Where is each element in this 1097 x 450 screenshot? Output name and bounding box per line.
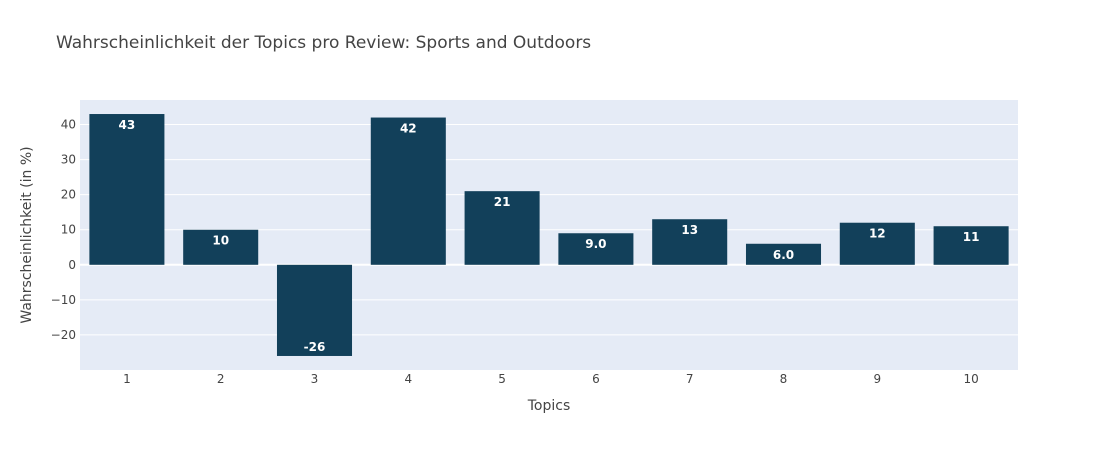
bar bbox=[839, 222, 915, 265]
bar bbox=[745, 243, 822, 265]
y-tick-label: 30 bbox=[61, 153, 76, 167]
bar bbox=[464, 191, 540, 265]
y-tick-label: −10 bbox=[51, 293, 76, 307]
x-tick-label: 8 bbox=[780, 372, 788, 386]
y-tick-label: 20 bbox=[61, 188, 76, 202]
x-tick-label: 9 bbox=[873, 372, 881, 386]
x-tick-label: 2 bbox=[217, 372, 225, 386]
y-axis-title: Wahrscheinlichkeit (in %) bbox=[19, 146, 35, 323]
x-tick-label: 4 bbox=[404, 372, 412, 386]
x-tick-label: 7 bbox=[686, 372, 694, 386]
y-tick-labels: −20 −10 0 10 20 30 40 bbox=[51, 118, 76, 342]
x-tick-label: 5 bbox=[498, 372, 506, 386]
x-tick-label: 1 bbox=[123, 372, 131, 386]
bar-value-label: 13 bbox=[681, 223, 698, 237]
x-tick-label: 10 bbox=[963, 372, 978, 386]
bar-value-label: 10 bbox=[212, 234, 229, 248]
bar-value-label: 12 bbox=[869, 227, 886, 241]
bar-value-label: 43 bbox=[119, 118, 136, 132]
x-tick-label: 6 bbox=[592, 372, 600, 386]
bar-value-label: 6.0 bbox=[773, 248, 794, 262]
bar bbox=[652, 219, 728, 265]
bar-value-label: 42 bbox=[400, 122, 417, 136]
y-tick-label: 0 bbox=[68, 258, 76, 272]
bar bbox=[276, 264, 353, 356]
x-tick-labels: 1 2 3 4 5 6 7 8 9 10 bbox=[123, 372, 979, 386]
bar bbox=[183, 229, 259, 265]
bars bbox=[89, 114, 1009, 356]
x-tick-label: 3 bbox=[311, 372, 319, 386]
bar-value-label: 21 bbox=[494, 195, 511, 209]
y-tick-label: −20 bbox=[51, 328, 76, 342]
chart-title: Wahrscheinlichkeit der Topics pro Review… bbox=[56, 33, 592, 53]
bar-labels: 43 10 -26 42 21 9.0 13 6.0 12 11 bbox=[119, 118, 980, 354]
bar-value-label: 11 bbox=[963, 230, 980, 244]
bar-value-label: 9.0 bbox=[585, 237, 606, 251]
bar bbox=[89, 114, 165, 265]
x-axis-title: Topics bbox=[527, 398, 571, 414]
bar bbox=[558, 233, 634, 265]
bar-value-label: -26 bbox=[304, 340, 326, 354]
y-tick-label: 10 bbox=[61, 223, 76, 237]
bar bbox=[933, 226, 1009, 265]
y-tick-label: 40 bbox=[61, 118, 76, 132]
bar bbox=[370, 117, 446, 265]
